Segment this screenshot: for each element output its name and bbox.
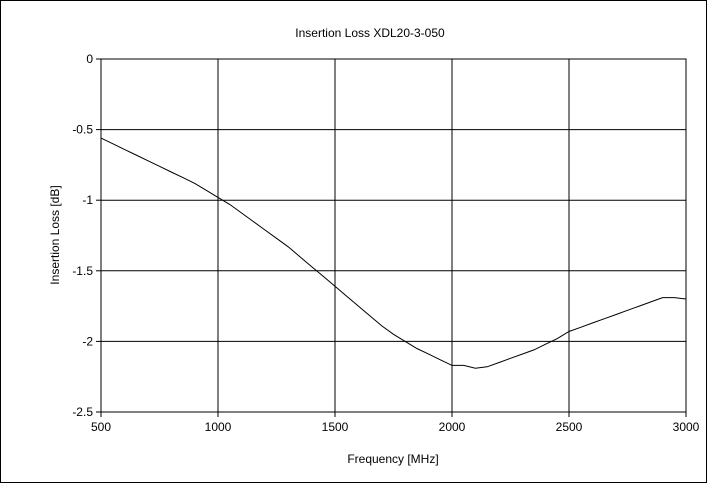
x-tick-label: 500 [91, 420, 111, 434]
y-tick-labels: 0 -0.5 -1 -1.5 -2 -2.5 [72, 52, 93, 419]
y-tick-label: -2 [82, 334, 93, 348]
y-tick-label: -1 [82, 193, 93, 207]
x-tick-label: 3000 [673, 420, 700, 434]
y-tick-label: -0.5 [72, 123, 93, 137]
x-tick-label: 2500 [556, 420, 583, 434]
chart-title: Insertion Loss XDL20-3-050 [295, 26, 445, 40]
x-tick-label: 1000 [205, 420, 232, 434]
axis-ticks [96, 58, 687, 417]
x-tick-label: 1500 [322, 420, 349, 434]
y-axis-label: Insertion Loss [dB] [48, 185, 62, 284]
x-axis-label: Frequency [MHz] [347, 452, 438, 466]
y-tick-label: -1.5 [72, 264, 93, 278]
x-tick-label: 2000 [439, 420, 466, 434]
y-tick-label: -2.5 [72, 405, 93, 419]
series-line [100, 137, 687, 369]
grid-lines [100, 58, 687, 413]
y-tick-label: 0 [86, 52, 93, 66]
plot-area [100, 58, 687, 413]
x-tick-labels: 500 1000 1500 2000 2500 3000 [91, 420, 700, 434]
